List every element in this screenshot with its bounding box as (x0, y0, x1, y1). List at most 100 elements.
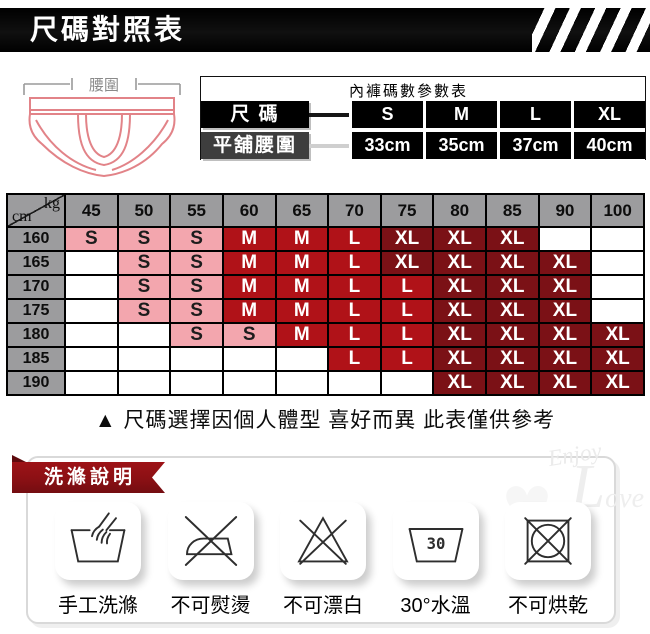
size-cell-m: M (274, 274, 330, 300)
icon-card (280, 502, 366, 580)
height-row-header: 160 (6, 226, 66, 252)
size-cell-s: S (64, 226, 119, 252)
size-cell-empty (116, 370, 172, 396)
size-cell-s: S (169, 322, 224, 348)
size-cell-xl: XL (590, 370, 645, 396)
size-value: S (352, 101, 423, 128)
size-cell-xl: XL (485, 226, 540, 252)
size-code-label: 尺 碼 (201, 101, 309, 128)
size-cell-xl: XL (537, 346, 593, 372)
size-cell-s: S (116, 298, 172, 324)
icon-card: 30 (392, 502, 479, 580)
size-cell-empty (274, 346, 330, 372)
size-cell-empty (64, 370, 119, 396)
size-cell-xl: XL (432, 274, 487, 300)
size-cell-empty (169, 370, 224, 396)
no-iron-icon (184, 516, 237, 566)
height-row-header: 165 (6, 250, 66, 276)
size-cell-m: M (221, 298, 277, 324)
connector-line (309, 143, 349, 148)
wash-item-label: 不可漂白 (283, 595, 363, 617)
size-value: M (426, 101, 497, 128)
size-cell-s: S (116, 274, 172, 300)
size-cell-xl: XL (485, 274, 540, 300)
briefs-drawing (28, 97, 176, 178)
size-cell-s: S (116, 226, 172, 252)
size-cell-empty (64, 274, 119, 300)
size-cell-xl: XL (485, 322, 540, 348)
wash-item-label: 不可熨燙 (170, 595, 251, 617)
size-value: XL (574, 101, 645, 128)
size-cell-empty (590, 274, 645, 300)
size-cell-empty (379, 370, 435, 396)
water-temp-number: 30 (426, 535, 445, 553)
hand-wash-icon (70, 512, 126, 563)
size-cell-empty (64, 250, 119, 276)
size-cell-s: S (169, 226, 224, 252)
height-row-header: 185 (6, 346, 66, 372)
weight-col-header: 55 (169, 193, 224, 228)
size-cell-l: L (379, 298, 435, 324)
icon-card (167, 502, 254, 580)
waist-value: 37cm (500, 132, 571, 159)
height-row-header: 175 (6, 298, 66, 324)
height-row-header: 170 (6, 274, 66, 300)
weight-col-header: 75 (379, 193, 435, 228)
table-row: 185 L L XL XL XL XL (6, 346, 645, 372)
table-row: 180 S S M L L XL XL XL XL (6, 322, 645, 348)
wash-item-no-iron: 不可熨燙 (159, 502, 263, 622)
weight-col-header: 80 (432, 193, 487, 228)
size-cell-xl: XL (432, 346, 487, 372)
size-cell-l: L (379, 274, 435, 300)
size-cell-empty (590, 298, 645, 324)
icon-card (505, 502, 591, 580)
size-cell-xl: XL (432, 322, 487, 348)
wash-item-label: 手工洗滌 (58, 595, 138, 617)
weight-col-header: 45 (64, 193, 119, 228)
size-cell-empty (274, 370, 330, 396)
size-cell-xl: XL (432, 370, 487, 396)
size-cell-xl: XL (485, 346, 540, 372)
size-cell-xl: XL (537, 322, 593, 348)
weight-col-header: 60 (221, 193, 277, 228)
size-cell-xl: XL (537, 250, 593, 276)
size-cell-xl: XL (590, 346, 645, 372)
size-cell-l: L (379, 346, 435, 372)
size-cell-l: L (327, 322, 382, 348)
size-cell-xl: XL (590, 322, 645, 348)
parameter-table-title: 內褲碼數參數表 (349, 83, 469, 100)
table-row: 160 S S S M M L XL XL XL (6, 226, 645, 252)
size-cell-l: L (379, 322, 435, 348)
no-bleach-icon (297, 516, 349, 565)
size-cell-s: S (169, 250, 224, 276)
disclaimer-note: ▲ 尺碼選擇因個人體型 喜好而異 此表僅供參考 (94, 409, 556, 432)
size-value: L (500, 101, 571, 128)
size-cell-empty (116, 322, 172, 348)
weight-col-header: 70 (327, 193, 382, 228)
height-row-header: 190 (6, 370, 66, 396)
flat-waist-label: 平舖腰圍 (201, 132, 309, 159)
weight-col-header: 90 (537, 193, 593, 228)
connector-line (309, 112, 349, 117)
waist-value: 35cm (426, 132, 497, 159)
waist-measure-label: 腰圍 (89, 77, 119, 94)
title-banner: 尺碼對照表 (0, 8, 650, 52)
size-cell-l: L (327, 346, 382, 372)
flat-waist-row: 平舖腰圍 33cm 35cm 37cm 40cm (201, 131, 645, 160)
size-cell-xl: XL (485, 370, 540, 396)
wash-item-no-bleach: 不可漂白 (271, 502, 375, 622)
size-cell-empty (221, 370, 277, 396)
size-cell-s: S (169, 274, 224, 300)
size-cell-empty (64, 322, 119, 348)
waist-value: 33cm (352, 132, 423, 159)
parameter-table: 內褲碼數參數表 尺 碼 S M L XL 平舖腰圍 33cm 35cm 37cm… (200, 76, 646, 160)
size-cell-s: S (116, 250, 172, 276)
size-cell-empty (537, 226, 593, 252)
size-cell-xl: XL (537, 274, 593, 300)
size-cell-xl: XL (432, 298, 487, 324)
size-cell-l: L (327, 298, 382, 324)
ribbon-fold-decoration (12, 455, 28, 463)
size-code-row: 尺 碼 S M L XL (201, 100, 645, 129)
size-cell-m: M (274, 250, 330, 276)
size-cell-xl: XL (432, 226, 487, 252)
